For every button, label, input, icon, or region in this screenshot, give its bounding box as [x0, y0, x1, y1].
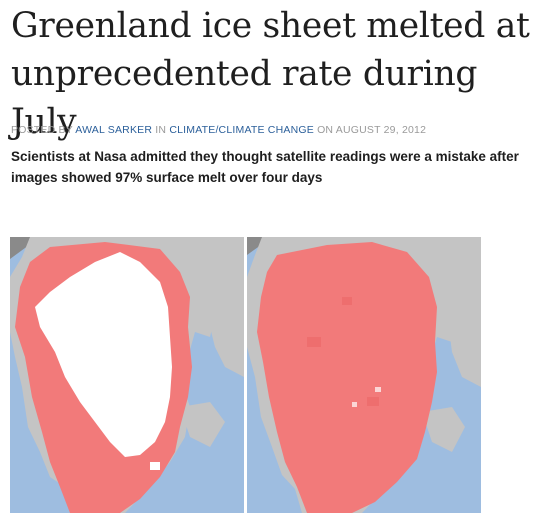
melt-speckle	[367, 397, 379, 406]
ice-patch	[45, 297, 59, 319]
melt-speckle	[307, 337, 321, 347]
melt-comparison-figure	[10, 237, 481, 513]
land-islands	[180, 402, 225, 447]
land-east	[447, 297, 481, 387]
article-standfirst: Scientists at Nasa admitted they thought…	[11, 149, 519, 185]
article-headline: Greenland ice sheet melted at unpreceden…	[11, 6, 530, 142]
article-meta: POSTED BY AWAL SARKER IN CLIMATE/CLIMATE…	[11, 124, 426, 136]
category-link[interactable]: CLIMATE/CLIMATE CHANGE	[169, 124, 314, 136]
posted-by-label: POSTED BY	[11, 124, 73, 136]
in-label: IN	[155, 124, 167, 136]
ice-sheet-area	[35, 252, 172, 457]
greenland-melt-map-after	[247, 237, 481, 513]
melt-speckle	[342, 297, 352, 305]
ice-remnant	[375, 387, 381, 392]
greenland-map-after-graphic	[247, 237, 481, 513]
on-label: ON	[317, 124, 334, 136]
greenland-melt-map-before	[10, 237, 244, 513]
melt-area	[257, 242, 437, 513]
ice-patch	[150, 462, 160, 470]
land-islands	[422, 407, 465, 452]
land-east	[205, 292, 244, 377]
post-date: AUGUST 29, 2012	[335, 124, 427, 136]
ice-remnant	[352, 402, 357, 407]
author-link[interactable]: AWAL SARKER	[75, 124, 153, 136]
greenland-map-before-graphic	[10, 237, 244, 513]
